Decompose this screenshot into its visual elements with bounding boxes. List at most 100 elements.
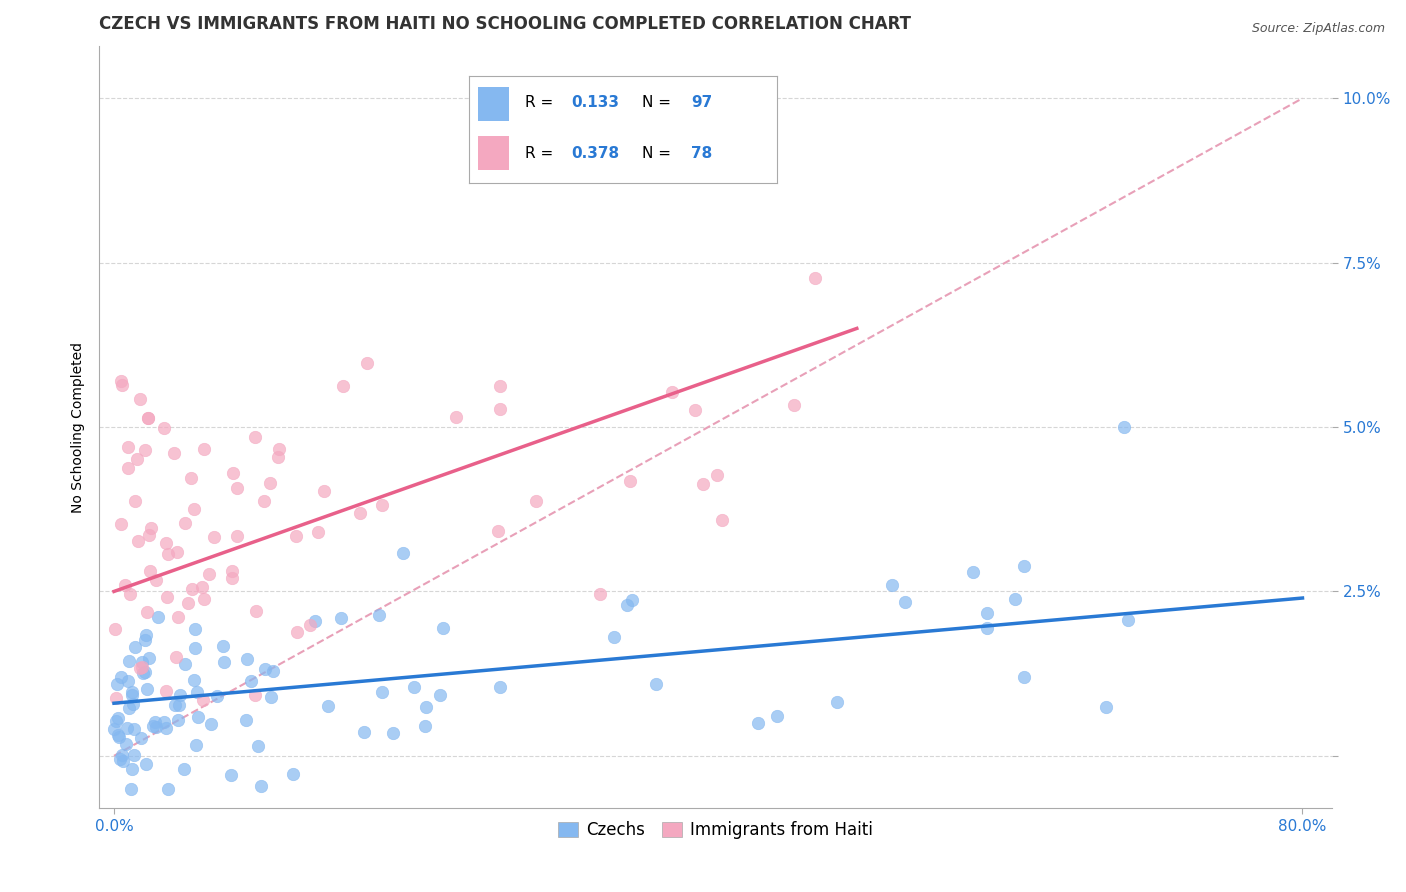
Point bbox=[259, 475, 281, 490]
Point bbox=[125, 451, 148, 466]
Point bbox=[184, 641, 207, 656]
Point bbox=[356, 355, 378, 369]
Point bbox=[118, 700, 141, 714]
Point bbox=[129, 731, 152, 745]
Point bbox=[1012, 670, 1035, 684]
Point bbox=[198, 566, 221, 581]
Point bbox=[142, 719, 165, 733]
Point bbox=[111, 748, 134, 763]
Point bbox=[110, 517, 132, 532]
Point bbox=[169, 698, 191, 712]
Point bbox=[128, 392, 150, 406]
Text: Source: ZipAtlas.com: Source: ZipAtlas.com bbox=[1251, 22, 1385, 36]
Point bbox=[143, 714, 166, 729]
Point bbox=[711, 513, 734, 527]
Point bbox=[136, 605, 159, 619]
Point bbox=[104, 622, 127, 636]
Point bbox=[235, 713, 257, 727]
Point bbox=[183, 673, 205, 687]
Point bbox=[486, 524, 509, 538]
Point bbox=[157, 547, 180, 561]
Point bbox=[110, 670, 132, 684]
Point bbox=[353, 725, 375, 739]
Point bbox=[153, 714, 176, 729]
Point bbox=[145, 721, 167, 735]
Point bbox=[128, 660, 150, 674]
Point bbox=[212, 655, 235, 669]
Point bbox=[163, 698, 186, 712]
Point bbox=[118, 654, 141, 668]
Point bbox=[620, 593, 643, 607]
Point bbox=[135, 756, 157, 771]
Point bbox=[103, 722, 125, 736]
Point bbox=[193, 591, 215, 606]
Point bbox=[174, 516, 197, 530]
Point bbox=[124, 494, 146, 508]
Point bbox=[221, 768, 243, 782]
Point bbox=[976, 606, 998, 620]
Point bbox=[187, 709, 209, 723]
Point bbox=[167, 610, 190, 624]
Point bbox=[169, 688, 191, 702]
Point bbox=[121, 688, 143, 702]
Point bbox=[285, 624, 308, 639]
Point bbox=[131, 655, 153, 669]
Point bbox=[245, 688, 267, 702]
Point bbox=[136, 411, 159, 425]
Point bbox=[804, 271, 827, 285]
Point bbox=[747, 715, 769, 730]
Point bbox=[155, 722, 177, 736]
Point bbox=[489, 379, 512, 393]
Point bbox=[589, 587, 612, 601]
Point bbox=[253, 661, 276, 675]
Point bbox=[489, 681, 512, 695]
Point bbox=[298, 618, 321, 632]
Point bbox=[110, 377, 132, 392]
Point bbox=[236, 651, 259, 665]
Point bbox=[894, 595, 917, 609]
Point bbox=[117, 721, 139, 735]
Point bbox=[692, 477, 714, 491]
Point bbox=[205, 690, 228, 704]
Point bbox=[1095, 699, 1118, 714]
Point bbox=[120, 587, 142, 601]
Point bbox=[332, 378, 354, 392]
Legend: Czechs, Immigrants from Haiti: Czechs, Immigrants from Haiti bbox=[551, 814, 880, 846]
Point bbox=[134, 633, 156, 648]
Point bbox=[212, 639, 235, 653]
Point bbox=[132, 666, 155, 681]
Point bbox=[240, 673, 263, 688]
Point bbox=[181, 582, 204, 597]
Point bbox=[616, 598, 638, 612]
Point bbox=[1116, 613, 1139, 627]
Point bbox=[253, 493, 276, 508]
Point bbox=[117, 440, 139, 454]
Point bbox=[134, 442, 156, 457]
Point bbox=[766, 709, 789, 723]
Point bbox=[221, 571, 243, 585]
Point bbox=[882, 578, 904, 592]
Point bbox=[173, 762, 195, 776]
Point bbox=[121, 685, 143, 699]
Point bbox=[122, 722, 145, 736]
Point bbox=[104, 714, 127, 728]
Point bbox=[706, 467, 728, 482]
Point bbox=[138, 527, 160, 541]
Point bbox=[415, 700, 437, 714]
Point bbox=[683, 402, 706, 417]
Point bbox=[183, 502, 205, 516]
Point bbox=[226, 481, 249, 495]
Point bbox=[114, 578, 136, 592]
Point bbox=[976, 621, 998, 635]
Point bbox=[226, 529, 249, 543]
Point bbox=[316, 699, 339, 714]
Point bbox=[127, 533, 149, 548]
Point bbox=[415, 719, 437, 733]
Point bbox=[156, 590, 179, 604]
Point bbox=[157, 781, 180, 796]
Point bbox=[167, 713, 190, 727]
Point bbox=[117, 673, 139, 688]
Point bbox=[243, 430, 266, 444]
Point bbox=[191, 693, 214, 707]
Point bbox=[124, 640, 146, 655]
